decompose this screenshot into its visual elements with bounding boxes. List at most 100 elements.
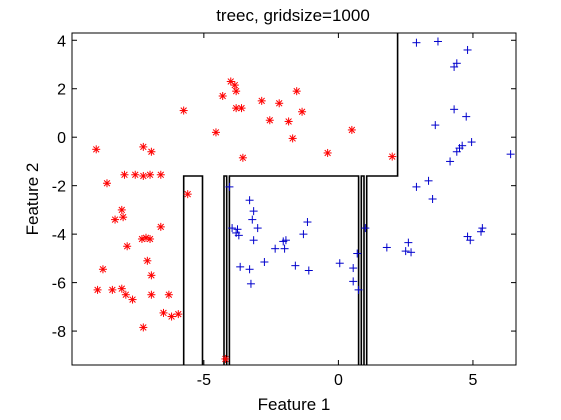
- asterisk-marker: [108, 285, 117, 294]
- boundary-segment: [182, 175, 204, 365]
- plus-marker: [450, 105, 459, 114]
- x-tick-label: 0: [334, 372, 343, 389]
- plus-marker: [225, 182, 234, 191]
- axes-frame: [71, 32, 517, 366]
- y-tick-label: 0: [57, 130, 66, 147]
- asterisk-marker: [257, 96, 266, 105]
- plus-marker: [452, 59, 461, 68]
- plus-marker: [234, 231, 243, 240]
- boundary-segment: [223, 175, 228, 365]
- chart-title: treec, gridsize=1000: [216, 6, 370, 25]
- plus-marker: [299, 230, 308, 239]
- asterisk-marker: [92, 145, 101, 154]
- plus-marker: [349, 264, 358, 273]
- plus-marker: [477, 227, 486, 236]
- asterisk-marker: [298, 107, 307, 116]
- plus-marker: [249, 236, 258, 245]
- decision-boundary: [182, 33, 399, 365]
- asterisk-marker: [139, 323, 148, 332]
- asterisk-marker: [146, 170, 155, 179]
- asterisk-marker: [238, 153, 247, 162]
- y-tick-label: 2: [57, 82, 66, 99]
- asterisk-marker: [159, 308, 168, 317]
- plus-marker: [271, 244, 280, 253]
- plus-marker: [253, 224, 262, 233]
- asterisk-marker: [174, 310, 183, 319]
- asterisk-marker: [143, 256, 152, 265]
- plus-marker: [458, 141, 467, 150]
- asterisk-marker: [147, 147, 156, 156]
- asterisk-marker: [292, 87, 301, 96]
- plus-marker: [291, 261, 300, 270]
- plus-marker: [236, 262, 245, 271]
- asterisk-marker: [211, 128, 220, 137]
- plus-marker: [233, 225, 242, 234]
- plus-marker: [428, 195, 437, 203]
- plus-marker: [281, 236, 290, 245]
- asterisk-marker: [120, 170, 129, 179]
- asterisk-marker: [139, 142, 148, 151]
- y-tick-label: -4: [52, 227, 66, 244]
- asterisk-marker: [323, 148, 332, 157]
- plus-marker: [463, 45, 472, 54]
- asterisk-marker: [111, 215, 120, 224]
- x-axis-ticks: -5 0 5: [197, 33, 477, 389]
- asterisk-marker: [147, 271, 156, 280]
- asterisk-marker: [288, 134, 297, 143]
- asterisk-marker: [128, 295, 137, 304]
- asterisk-marker: [123, 242, 132, 251]
- boundary-segment: [228, 175, 360, 365]
- plus-marker: [361, 224, 370, 233]
- plus-marker: [349, 277, 358, 286]
- plus-marker: [433, 37, 442, 46]
- asterisk-marker: [131, 170, 140, 179]
- plus-marker: [382, 243, 391, 252]
- x-tick-label: 5: [468, 372, 477, 389]
- asterisk-marker: [146, 234, 155, 243]
- y-tick-label: -8: [52, 324, 66, 341]
- boundary-segment: [365, 33, 399, 365]
- asterisk-marker: [218, 92, 227, 101]
- y-axis-ticks: 4 2 0 -2 -4 -6 -8: [52, 33, 516, 341]
- asterisk-marker: [183, 190, 192, 199]
- y-tick-label: -6: [52, 276, 66, 293]
- asterisk-marker: [230, 81, 239, 90]
- x-tick-label: -5: [197, 372, 211, 389]
- data-points: [92, 37, 515, 363]
- plus-marker: [353, 249, 362, 258]
- asterisk-marker: [347, 125, 356, 134]
- plot-area: -5 0 5 4 2 0 -2 -4 -6 -8: [52, 32, 517, 389]
- y-axis-label: Feature 2: [23, 163, 42, 236]
- plus-marker: [404, 238, 413, 247]
- asterisk-marker: [139, 171, 148, 180]
- y-tick-label: 4: [57, 33, 66, 50]
- asterisk-marker: [265, 116, 274, 125]
- plus-marker: [246, 279, 255, 288]
- plus-marker: [228, 224, 237, 233]
- plus-marker: [248, 215, 257, 224]
- plus-marker: [249, 207, 258, 216]
- asterisk-marker: [121, 290, 130, 299]
- plus-marker: [245, 265, 254, 274]
- plus-marker: [260, 258, 269, 267]
- x-axis-label: Feature 1: [258, 395, 331, 414]
- plus-marker: [478, 224, 487, 233]
- asterisk-marker: [156, 170, 165, 179]
- asterisk-marker: [93, 285, 102, 294]
- plus-marker: [401, 247, 410, 256]
- plus-marker: [446, 157, 455, 166]
- plus-marker: [424, 176, 433, 185]
- asterisk-marker: [98, 265, 107, 274]
- plus-marker: [303, 218, 312, 227]
- asterisk-marker: [179, 106, 188, 115]
- asterisk-marker: [237, 104, 246, 113]
- asterisk-marker: [284, 117, 293, 126]
- plus-marker: [467, 138, 476, 147]
- plus-marker: [335, 259, 344, 268]
- asterisk-marker: [156, 222, 165, 231]
- asterisk-marker: [221, 354, 230, 363]
- plus-marker: [280, 244, 289, 253]
- plus-marker: [412, 182, 421, 191]
- asterisk-marker: [388, 152, 397, 161]
